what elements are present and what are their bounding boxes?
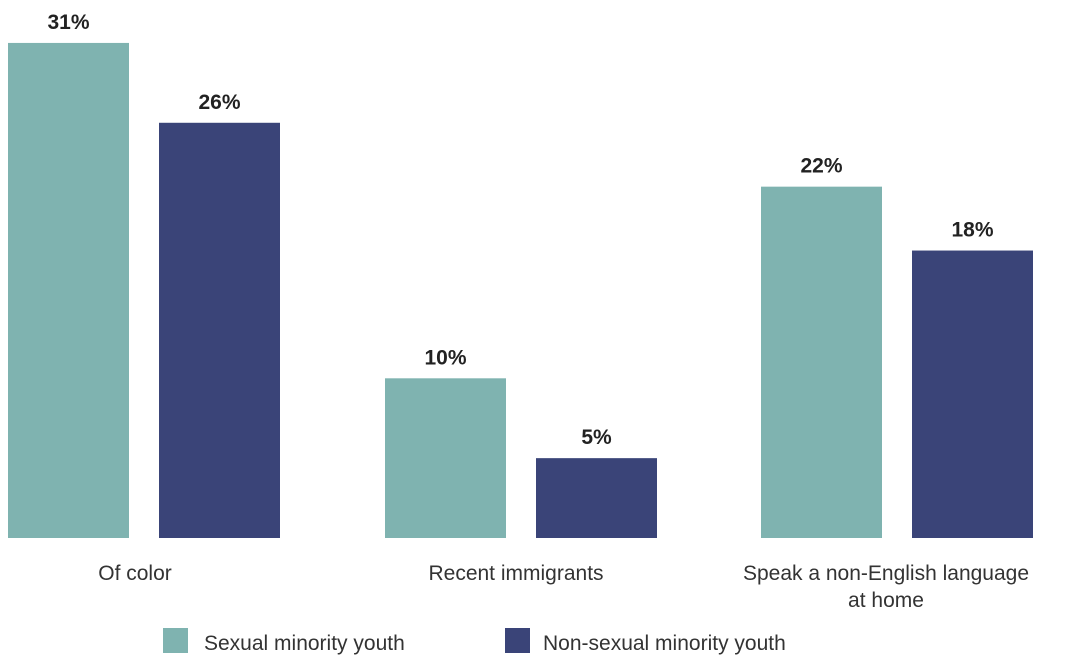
value-label: 5% xyxy=(581,426,612,449)
value-label: 31% xyxy=(47,11,89,34)
category-label-line: Speak a non-English language xyxy=(743,562,1029,585)
legend: Sexual minority youth Non-sexual minority… xyxy=(163,628,786,655)
category-labels-layer: Of color Recent immigrants Speak a non-Eng… xyxy=(98,562,1029,612)
value-label: 18% xyxy=(951,219,993,242)
bars-layer xyxy=(8,42,1033,539)
category-label-line: at home xyxy=(848,589,924,612)
bar-non-sexual-minority-2 xyxy=(912,250,1033,539)
value-label: 10% xyxy=(424,346,466,369)
bar-non-sexual-minority-1 xyxy=(536,458,657,538)
category-label-line: Of color xyxy=(98,562,172,585)
bar-non-sexual-minority-0 xyxy=(159,122,280,538)
value-label: 26% xyxy=(198,91,240,114)
category-label: Recent immigrants xyxy=(428,562,603,585)
value-label: 22% xyxy=(800,155,842,178)
legend-label: Non-sexual minority youth xyxy=(543,632,786,655)
legend-label: Sexual minority youth xyxy=(204,632,405,655)
legend-swatch xyxy=(505,628,530,653)
category-label: Speak a non-English language at home xyxy=(743,562,1029,612)
value-labels-layer: 31% 10% 22% 26% 5% 18% xyxy=(47,11,993,449)
bar-sexual-minority-0 xyxy=(8,42,129,539)
category-label-line: Recent immigrants xyxy=(428,562,603,585)
legend-swatch xyxy=(163,628,188,653)
bar-sexual-minority-1 xyxy=(385,378,506,538)
category-label: Of color xyxy=(98,562,172,585)
bar-sexual-minority-2 xyxy=(761,186,882,538)
